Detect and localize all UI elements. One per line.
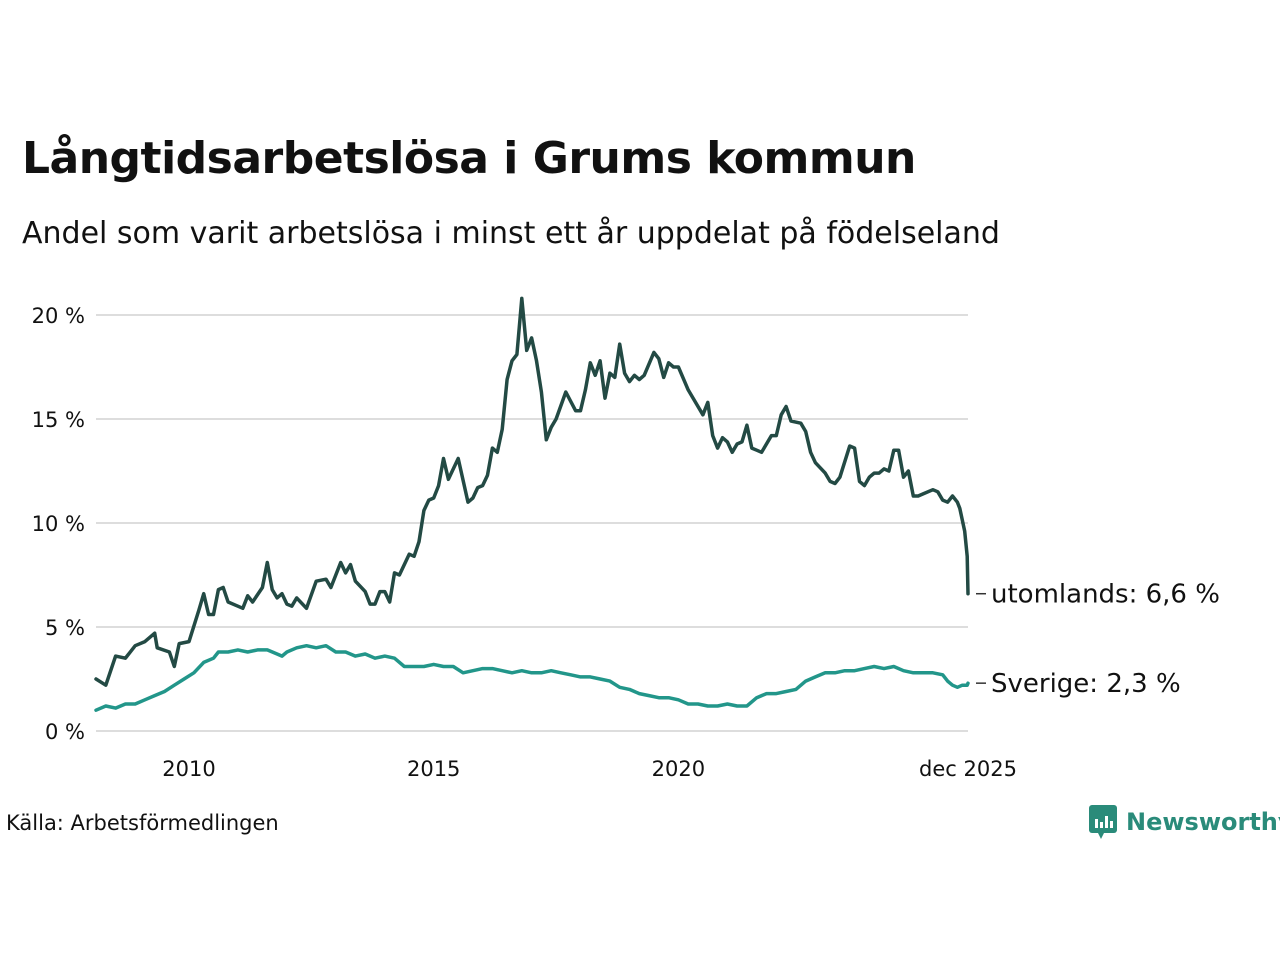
series-line-utomlands bbox=[94, 296, 970, 687]
y-tick-label: 5 % bbox=[45, 616, 85, 640]
series-line-sverige bbox=[94, 643, 970, 712]
y-axis-ticks: 0 % 5 % 10 % 15 % 20 % bbox=[32, 304, 85, 744]
x-axis-ticks: 2010 2015 2020 dec 2025 bbox=[162, 757, 1017, 781]
source-note: Källa: Arbetsförmedlingen bbox=[6, 811, 279, 835]
y-tick-label: 10 % bbox=[32, 512, 85, 536]
series-lines bbox=[94, 296, 970, 712]
end-label-utomlands: utomlands: 6,6 % bbox=[991, 580, 1220, 610]
y-tick-label: 20 % bbox=[32, 304, 85, 328]
x-tick-label: dec 2025 bbox=[919, 757, 1017, 781]
brand-logo: Newsworthy bbox=[1088, 804, 1280, 840]
x-tick-label: 2015 bbox=[407, 757, 460, 781]
chart-subtitle: Andel som varit arbetslösa i minst ett å… bbox=[22, 216, 1000, 251]
y-tick-label: 15 % bbox=[32, 408, 85, 432]
x-tick-label: 2020 bbox=[652, 757, 705, 781]
grid-lines bbox=[96, 314, 968, 732]
series-end-labels: utomlands: 6,6 % Sverige: 2,3 % bbox=[976, 580, 1220, 699]
newsworthy-logo-icon bbox=[1089, 805, 1117, 839]
x-tick-label: 2010 bbox=[162, 757, 215, 781]
end-label-sverige: Sverige: 2,3 % bbox=[991, 669, 1181, 699]
chart-title: Långtidsarbetslösa i Grums kommun bbox=[22, 133, 916, 184]
y-tick-label: 0 % bbox=[45, 720, 85, 744]
brand-name: Newsworthy bbox=[1126, 808, 1280, 836]
